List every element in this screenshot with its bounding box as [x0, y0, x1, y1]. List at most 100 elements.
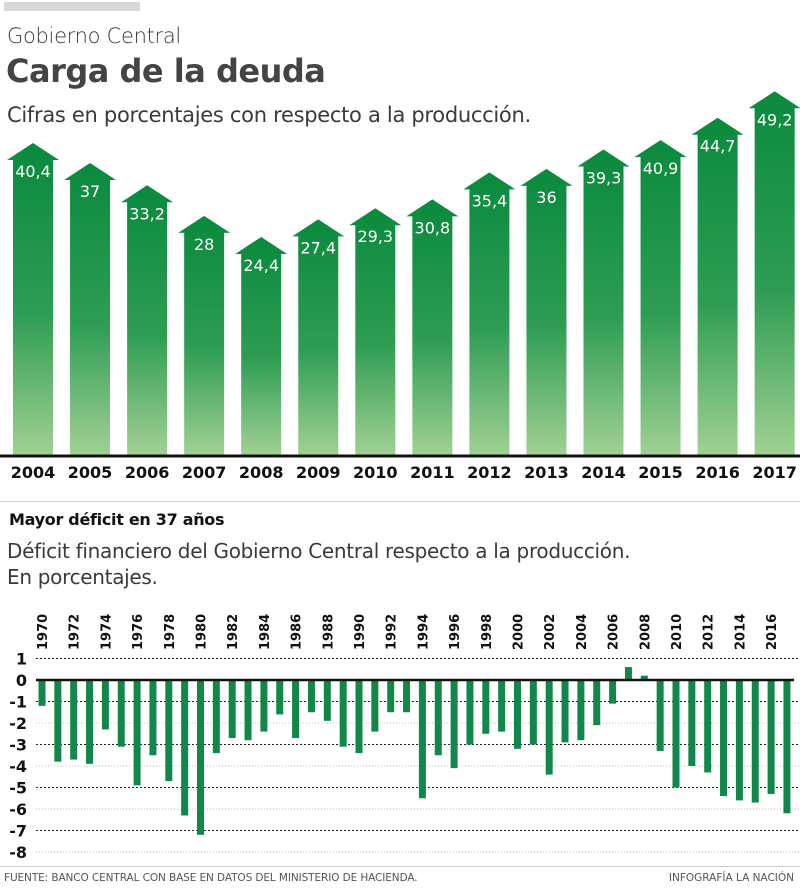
deficit-bar-2016 [767, 680, 775, 794]
value-label: 29,3 [357, 227, 393, 246]
deficit-bar-1987 [307, 680, 315, 713]
x-tick-label: 2005 [68, 463, 113, 482]
deficit-bar-2007 [624, 667, 632, 680]
x-tick-label: 2015 [638, 463, 683, 482]
deficit-bar-1997 [466, 680, 474, 745]
deficit-bar-1988 [323, 680, 331, 721]
x-tick-label: 2000 [512, 614, 527, 650]
x-tick-label: 1978 [163, 614, 178, 650]
x-tick-label: 1980 [195, 614, 210, 650]
value-label: 28 [194, 235, 214, 254]
y-tick-label: -1 [9, 693, 27, 712]
deficit-bar-2003 [561, 680, 569, 743]
y-tick-label: -6 [9, 800, 27, 819]
arrow-bar-2004 [7, 143, 59, 456]
deficit-bar-1977 [149, 680, 157, 756]
deficit-bar-1984 [260, 680, 268, 732]
x-tick-label: 2017 [752, 463, 797, 482]
deficit-bar-1973 [86, 680, 94, 764]
x-tick-label: 1982 [226, 614, 241, 650]
deficit-bar-2008 [640, 675, 648, 680]
value-label: 24,4 [243, 256, 279, 275]
description-line-2: En porcentajes. [7, 565, 158, 589]
x-tick-label: 1970 [36, 614, 51, 650]
deficit-bar-1976 [133, 680, 141, 786]
y-tick-label: 1 [16, 650, 27, 669]
top-decorative-bar [4, 2, 140, 11]
x-tick-label: 1972 [68, 614, 83, 650]
y-tick-label: -5 [9, 779, 27, 798]
x-tick-label: 2006 [607, 614, 622, 650]
x-tick-label: 1986 [290, 614, 305, 650]
deficit-bar-1980 [197, 680, 204, 835]
x-tick-label: 1990 [353, 614, 368, 650]
x-tick-label: 2010 [353, 463, 398, 482]
deficit-bar-2017 [783, 680, 791, 814]
deficit-bar-1998 [482, 680, 490, 734]
x-tick-label: 2013 [524, 463, 569, 482]
section-divider [0, 501, 800, 502]
x-tick-label: 2008 [638, 614, 653, 650]
deficit-bar-1974 [101, 680, 109, 730]
value-label: 39,3 [586, 168, 622, 187]
x-tick-label: 2014 [733, 614, 748, 650]
value-label: 49,2 [757, 110, 793, 129]
x-tick-label: 2004 [11, 463, 56, 482]
y-tick-label: -2 [9, 714, 27, 733]
x-tick-label: 1988 [321, 614, 336, 650]
deficit-bar-1972 [70, 680, 78, 760]
x-tick-label: 2014 [581, 463, 626, 482]
deficit-bar-1992 [387, 680, 395, 713]
deficit-bar-1979 [181, 680, 189, 816]
deficit-bar-1985 [276, 680, 284, 715]
deficit-bar-1990 [355, 680, 363, 754]
credit-note: INFOGRAFÍA LA NACIÓN [668, 872, 794, 884]
value-label: 40,4 [15, 162, 51, 181]
deficit-bar-1975 [117, 680, 125, 747]
value-label: 44,7 [700, 137, 736, 156]
x-tick-label: 2002 [543, 614, 558, 650]
arrow-bar-2010 [349, 208, 402, 456]
deficit-bar-2015 [751, 680, 759, 803]
x-tick-label: 2008 [239, 463, 284, 482]
deficit-bar-2011 [688, 680, 696, 766]
value-label: 37 [80, 182, 100, 201]
deficit-bar-1989 [339, 680, 347, 747]
deficit-bar-1994 [418, 680, 426, 799]
x-tick-label: 1984 [258, 614, 273, 650]
deficit-bar-1982 [228, 680, 236, 739]
x-tick-label: 2004 [575, 614, 590, 650]
arrow-bar-2014 [577, 149, 630, 456]
description-line-1: Déficit financiero del Gobierno Central … [7, 539, 631, 563]
y-tick-label: -8 [9, 843, 27, 862]
deficit-chart-description: Déficit financiero del Gobierno Central … [7, 538, 630, 590]
x-tick-label: 2010 [670, 614, 685, 650]
x-tick-label: 2016 [695, 463, 740, 482]
deficit-bar-1970 [38, 680, 46, 706]
chart-subtitle: Cifras en porcentajes con respecto a la … [7, 103, 531, 127]
value-label: 36 [536, 188, 556, 207]
arrow-bar-2006 [121, 185, 174, 457]
arrow-bar-2017 [748, 91, 800, 456]
deficit-bar-1993 [403, 680, 411, 713]
deficit-bar-1991 [371, 680, 379, 732]
arrow-bar-2009 [292, 219, 345, 456]
arrow-bar-2015 [634, 140, 687, 456]
arrow-bar-2005 [64, 162, 117, 456]
x-tick-label: 2006 [125, 463, 170, 482]
deficit-bar-1981 [212, 680, 220, 754]
deficit-bar-2009 [656, 680, 664, 751]
x-tick-label: 1996 [448, 614, 463, 650]
deficit-bar-1978 [165, 680, 173, 782]
x-tick-label: 1974 [99, 614, 114, 650]
x-tick-label: 2012 [702, 614, 717, 650]
x-tick-label: 2011 [410, 463, 455, 482]
x-tick-label: 1998 [480, 614, 495, 650]
deficit-bar-2004 [577, 680, 585, 741]
deficit-bar-2000 [514, 680, 521, 749]
x-tick-label: 1994 [416, 614, 431, 650]
x-tick-label: 2012 [467, 463, 512, 482]
source-note: FUENTE: BANCO CENTRAL CON BASE EN DATOS … [4, 872, 418, 884]
value-label: 30,8 [415, 218, 451, 237]
arrow-bar-2007 [178, 215, 231, 456]
